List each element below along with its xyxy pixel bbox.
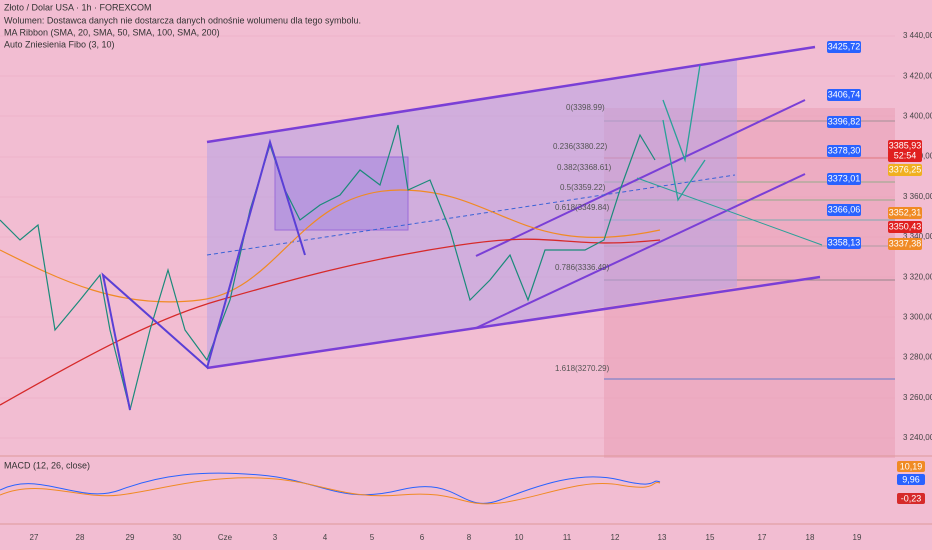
channel-fill [207, 59, 737, 368]
time-label: 19 [853, 533, 862, 542]
price-tag-label: 3376,25 [889, 164, 922, 174]
price-line [0, 124, 656, 411]
macd-title: MACD (12, 26, close) [4, 460, 90, 470]
time-axis: 27 28 29 30 Cze 3 4 5 6 8 10 11 12 13 15 17 18 19 [30, 533, 862, 542]
price-tag [888, 164, 922, 176]
fib-label: 0.382(3368.61) [557, 163, 612, 172]
price-label: 3 360,00 [903, 192, 932, 201]
time-label: 29 [126, 533, 135, 542]
price-label: 3 320,00 [903, 272, 932, 281]
price-tag-label: 3406,74 [828, 89, 861, 99]
time-label: 11 [563, 533, 572, 542]
price-label: 3 420,00 [903, 71, 932, 80]
price-tag-label: 52:54 [894, 150, 917, 160]
fib-label: 0.618(3349.84) [555, 203, 610, 212]
price-tag [888, 140, 922, 152]
price-label: 3 260,00 [903, 393, 932, 402]
price-tag-label: 3396,82 [828, 116, 861, 126]
price-tag [888, 221, 922, 233]
price-tag-label: 3337,38 [889, 238, 922, 248]
rising-lower [475, 173, 806, 329]
price-tag-label: 3352,31 [889, 207, 922, 217]
price-tag [888, 207, 922, 219]
macd-tag [897, 474, 925, 485]
price-tag-label: 3366,06 [828, 204, 861, 214]
fib-label: 1.618(3270.29) [555, 364, 610, 373]
price-tag [888, 238, 922, 250]
price-tag [827, 145, 861, 157]
symbol-title: Złoto / Dolar USA · 1h · FOREXCOM [4, 2, 152, 12]
price-tag-label: 3425,72 [828, 41, 861, 51]
price-label: 3 300,00 [903, 313, 932, 322]
projection-line [636, 177, 823, 246]
price-tag [827, 237, 861, 249]
projection-mid [662, 119, 706, 202]
price-tag [827, 41, 861, 53]
fib-label: 0(3398.99) [566, 103, 605, 112]
time-label: 30 [173, 533, 182, 542]
dashed-trend [206, 174, 736, 256]
price-tag-label: 3385,93 [889, 140, 922, 150]
projection-up [662, 64, 701, 163]
time-label: Cze [218, 533, 233, 542]
time-label: 3 [273, 533, 278, 542]
rising-upper [475, 99, 806, 257]
time-label: 8 [467, 533, 472, 542]
time-label: 13 [658, 533, 667, 542]
time-label: 10 [515, 533, 524, 542]
time-label: 17 [758, 533, 767, 542]
swing-line [101, 272, 209, 411]
price-tag [827, 116, 861, 128]
time-label: 12 [611, 533, 620, 542]
fib-label: 0.236(3380.22) [553, 142, 608, 151]
price-tag [888, 150, 922, 162]
indicator: Wolumen: Dostawca danych nie dostarcza d… [4, 15, 361, 25]
fib-label: 0.786(3336.49) [555, 263, 610, 272]
price-tag-label: 3378,30 [828, 145, 861, 155]
macd-tag [897, 461, 925, 472]
price-label: 3 240,00 [903, 433, 932, 442]
price-tag [827, 173, 861, 185]
fib-label: 0.5(3359.22) [560, 183, 606, 192]
macd-tag-label: -0,23 [901, 493, 922, 503]
time-label: 6 [420, 533, 425, 542]
channel-upper [206, 45, 816, 144]
ma-200 [0, 238, 661, 406]
macd-tag-label: 9,96 [902, 474, 920, 484]
price-tag [827, 204, 861, 216]
time-label: 18 [806, 533, 815, 542]
price-tag-label: 3350,43 [889, 221, 922, 231]
time-label: 28 [76, 533, 85, 542]
price-label: 3 400,00 [903, 112, 932, 121]
macd-tag-label: 10,19 [900, 461, 923, 471]
channel-lower [206, 275, 821, 370]
price-tag [827, 89, 861, 101]
price-label: 3 440,00 [903, 31, 932, 40]
time-label: 15 [706, 533, 715, 542]
price-label: 3 280,00 [903, 353, 932, 362]
time-label: 5 [370, 533, 375, 542]
signal-line [0, 477, 661, 505]
macd-line [0, 472, 661, 504]
price-label: 3 340,00 [903, 232, 932, 241]
time-label: 4 [323, 533, 328, 542]
swing-arrow [206, 138, 306, 369]
indicator: Auto Zniesienia Fibo (3, 10) [4, 39, 115, 49]
macd-tag [897, 493, 925, 504]
time-label: 27 [30, 533, 39, 542]
price-tag-label: 3358,13 [828, 237, 861, 247]
price-tag-label: 3373,01 [828, 173, 861, 183]
indicator: MA Ribbon (SMA, 20, SMA, 50, SMA, 100, S… [4, 27, 220, 37]
